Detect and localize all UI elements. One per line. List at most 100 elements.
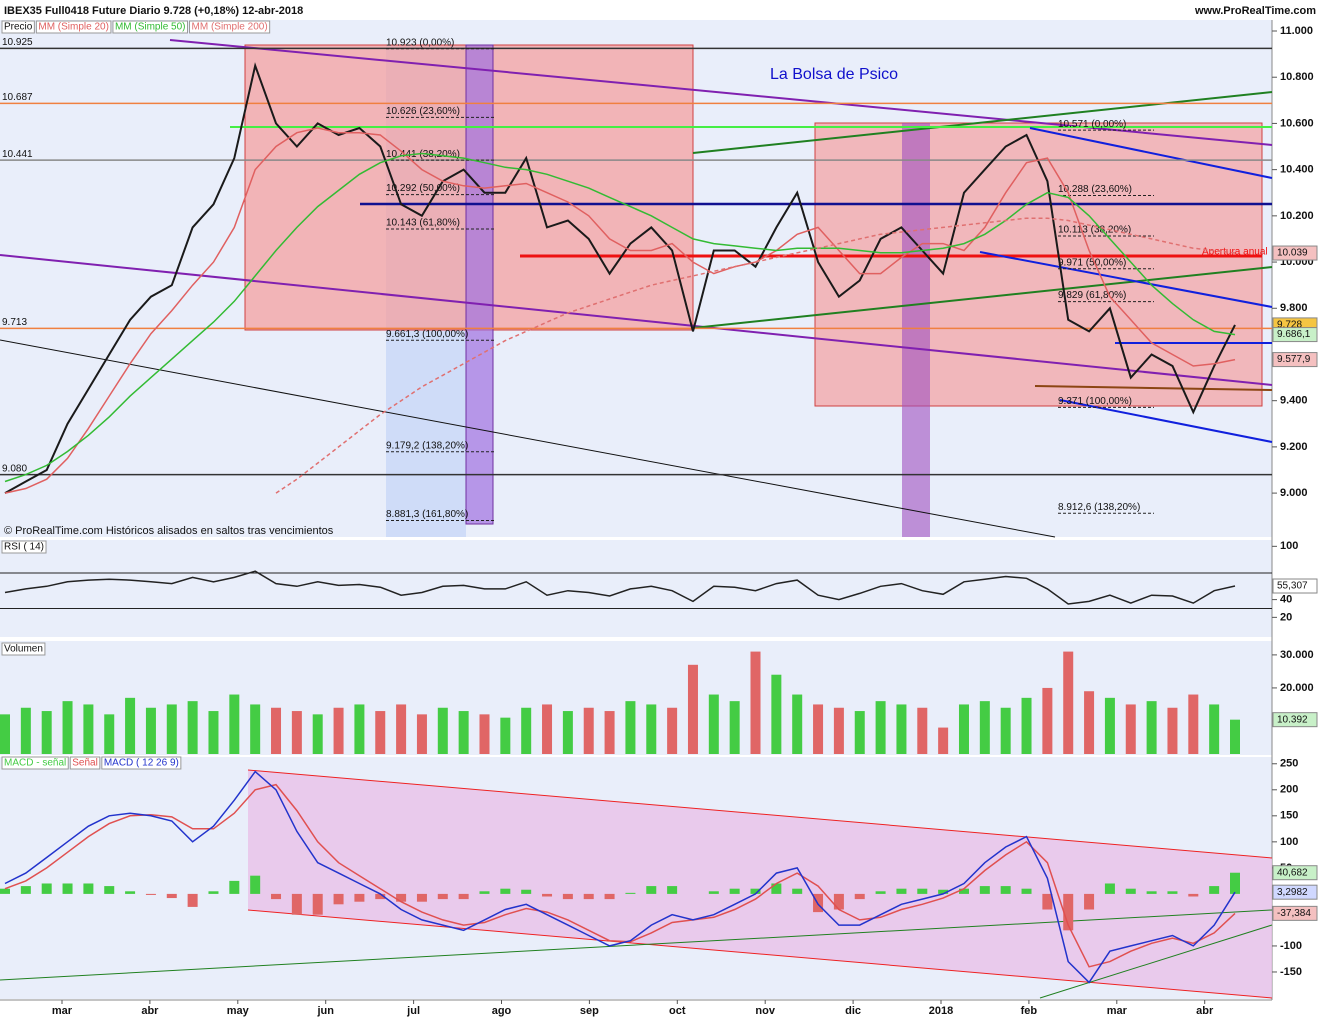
fib-label: 10.113 (38,20%) bbox=[1058, 225, 1131, 236]
bar bbox=[1021, 697, 1032, 754]
bar bbox=[979, 701, 990, 754]
fib-label: 9.661,3 (100,00%) bbox=[386, 329, 468, 340]
legend-entry: MACD ( 12 26 9) bbox=[104, 758, 179, 769]
fib-label: 10.288 (23,60%) bbox=[1058, 184, 1132, 195]
trend-line bbox=[1029, 127, 1273, 179]
y-tick-label: 100 bbox=[1280, 540, 1298, 552]
bar bbox=[479, 891, 490, 894]
bar bbox=[62, 701, 73, 754]
value-box-label: 9.686,1 bbox=[1277, 329, 1311, 340]
legend-entry: RSI ( 14) bbox=[4, 542, 44, 553]
trend-line bbox=[0, 339, 1056, 538]
bar bbox=[687, 664, 698, 754]
bar bbox=[125, 697, 136, 754]
bar bbox=[41, 711, 52, 754]
bar bbox=[437, 707, 448, 754]
y-tick-label: 9.800 bbox=[1280, 302, 1308, 314]
value-box-label: 9.728 bbox=[1277, 320, 1302, 331]
legend-entry: Volumen bbox=[4, 644, 43, 655]
fib-label: 8.881,3 (161,80%) bbox=[386, 509, 468, 520]
trend-line bbox=[692, 266, 1273, 329]
level-label: 10.925 bbox=[2, 37, 33, 48]
x-tick-label: mar bbox=[52, 1005, 73, 1017]
zone bbox=[248, 770, 1272, 998]
bar bbox=[479, 714, 490, 754]
bar bbox=[875, 891, 886, 894]
x-tick-label: nov bbox=[755, 1005, 775, 1017]
y-tick-label: 10.800 bbox=[1280, 71, 1314, 83]
bar bbox=[1042, 687, 1053, 754]
fib-label: 10.292 (50,00%) bbox=[386, 183, 460, 194]
fib-label: 8.912,6 (138,20%) bbox=[1058, 502, 1140, 513]
bar bbox=[1000, 707, 1011, 754]
header-bar bbox=[0, 0, 1320, 20]
legend-box bbox=[101, 756, 182, 770]
bar bbox=[1063, 651, 1074, 754]
bar bbox=[229, 694, 240, 754]
bar bbox=[166, 893, 177, 899]
value-box-label: 55,307 bbox=[1277, 581, 1308, 592]
x-tick-label: abr bbox=[141, 1005, 159, 1017]
bar bbox=[646, 886, 657, 894]
bar bbox=[104, 886, 115, 894]
value-box-label: 10.039 bbox=[1277, 248, 1308, 259]
bar bbox=[729, 888, 740, 894]
trend-line bbox=[0, 909, 1273, 981]
bar bbox=[145, 707, 156, 754]
bar bbox=[1042, 893, 1053, 910]
bar bbox=[667, 707, 678, 754]
value-box-label: 9.577,9 bbox=[1277, 354, 1311, 365]
value-box bbox=[1272, 327, 1318, 343]
y-tick-label: 100 bbox=[1280, 836, 1298, 848]
series-line bbox=[4, 127, 1236, 494]
y-tick-label: -150 bbox=[1280, 966, 1302, 978]
legend-box bbox=[35, 20, 112, 34]
bar bbox=[708, 891, 719, 894]
bar bbox=[1125, 704, 1136, 754]
fib-label: 10.571 (0,00%) bbox=[1058, 119, 1126, 130]
y-tick-label: -100 bbox=[1280, 940, 1302, 952]
value-box-label: -37,384 bbox=[1277, 908, 1311, 919]
bar bbox=[1167, 707, 1178, 754]
bar bbox=[396, 704, 407, 754]
zone bbox=[814, 122, 1263, 407]
series-line bbox=[4, 770, 1236, 984]
bar bbox=[1125, 888, 1136, 894]
bar bbox=[625, 892, 636, 894]
bar bbox=[458, 711, 469, 754]
x-tick-label: jul bbox=[406, 1005, 420, 1017]
bar bbox=[813, 704, 824, 754]
x-tick-label: mar bbox=[1107, 1005, 1128, 1017]
y-tick-label: 20 bbox=[1280, 611, 1292, 623]
bar bbox=[646, 704, 657, 754]
y-tick-label: 9.400 bbox=[1280, 395, 1308, 407]
bar bbox=[938, 889, 949, 894]
bar bbox=[354, 704, 365, 754]
bar bbox=[187, 893, 198, 907]
level-label: 10.441 bbox=[2, 149, 33, 160]
bar bbox=[375, 711, 386, 754]
bar bbox=[521, 889, 532, 894]
series-line bbox=[4, 152, 1236, 483]
y-tick-label: 200 bbox=[1280, 784, 1298, 796]
x-tick-label: dic bbox=[845, 1005, 861, 1017]
bar bbox=[166, 704, 177, 754]
legend-entry: MM (Simple 200) bbox=[192, 22, 268, 33]
y-tick-label: 250 bbox=[1280, 758, 1298, 770]
bar bbox=[20, 886, 31, 894]
bar bbox=[437, 893, 448, 900]
bar bbox=[979, 886, 990, 894]
bar bbox=[771, 883, 782, 894]
series-line bbox=[4, 570, 1236, 605]
bar bbox=[521, 707, 532, 754]
x-tick-label: ago bbox=[492, 1005, 512, 1017]
bar bbox=[792, 694, 803, 754]
bar bbox=[333, 707, 344, 754]
bar bbox=[917, 888, 928, 894]
series-line bbox=[4, 62, 1236, 494]
y-tick-label: 10.400 bbox=[1280, 164, 1314, 176]
bar bbox=[458, 893, 469, 900]
fib-label: 9.179,2 (138,20%) bbox=[386, 440, 468, 451]
bar bbox=[0, 714, 10, 754]
bar bbox=[208, 711, 219, 754]
